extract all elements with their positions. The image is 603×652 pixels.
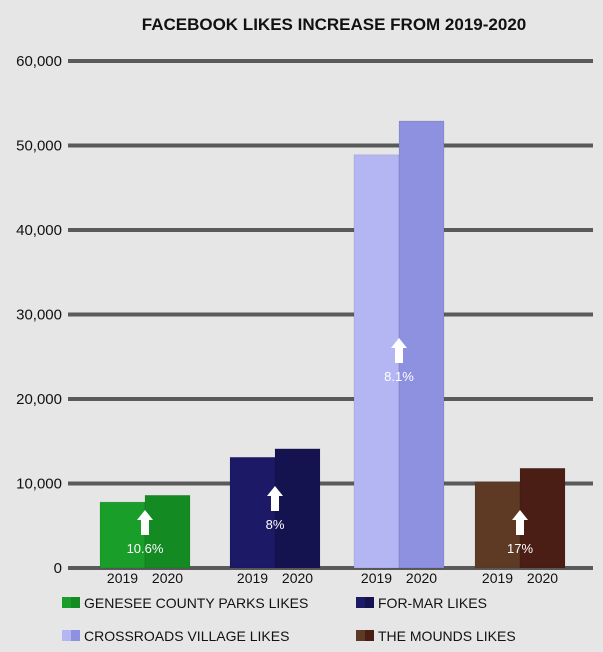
bar <box>229 457 276 569</box>
legend-swatch <box>356 630 374 641</box>
x-tick-label: 2020 <box>282 570 313 586</box>
y-tick-label: 40,000 <box>16 222 62 239</box>
x-tick-label: 2020 <box>527 570 558 586</box>
bar <box>398 120 445 569</box>
gridline <box>68 228 593 232</box>
y-tick-label: 20,000 <box>16 391 62 408</box>
legend-swatch-2019 <box>62 630 71 641</box>
legend-swatch <box>356 597 374 608</box>
arrow-up-icon <box>267 486 283 511</box>
legend-label: CROSSROADS VILLAGE LIKES <box>84 628 289 644</box>
bar <box>274 448 321 569</box>
increase-label: 8.1% <box>384 369 414 384</box>
chart-title: FACEBOOK LIKES INCREASE FROM 2019-2020 <box>142 15 526 34</box>
bar <box>474 481 521 569</box>
arrow-up-icon <box>137 510 153 535</box>
legend-swatch-2019 <box>356 597 365 608</box>
bar-layer <box>99 120 566 569</box>
legend-swatch <box>62 630 80 641</box>
gridline <box>68 481 593 486</box>
y-tick-label: 10,000 <box>16 476 62 493</box>
label-layer: 2019 2020 10.6% 2019 2020 8% 2019 2020 8.1% 2019 2… <box>107 338 558 586</box>
gridline <box>68 397 593 401</box>
legend-label: THE MOUNDS LIKES <box>378 628 516 644</box>
legend-swatch-2020 <box>71 630 80 641</box>
gridline <box>68 59 593 63</box>
bar <box>144 495 191 569</box>
legend-swatch-2020 <box>365 597 374 608</box>
gridline <box>68 143 593 148</box>
y-tick-label: 50,000 <box>16 138 62 155</box>
x-tick-label: 2019 <box>482 570 513 586</box>
legend-swatch-2020 <box>365 630 374 641</box>
legend-swatch <box>62 597 80 608</box>
bar <box>99 501 146 569</box>
x-tick-label: 2019 <box>107 570 138 586</box>
legend-swatch-2019 <box>356 630 365 641</box>
y-tick-label: 30,000 <box>16 307 62 324</box>
y-tick-label: 60,000 <box>16 53 62 70</box>
x-tick-label: 2019 <box>237 570 268 586</box>
increase-label: 10.6% <box>127 541 164 556</box>
increase-label: 8% <box>266 517 285 532</box>
x-tick-label: 2020 <box>406 570 437 586</box>
grid-layer: 0 10,000 20,000 30,000 40,000 50,000 60,000 <box>16 53 593 577</box>
legend-label: FOR-MAR LIKES <box>378 595 487 611</box>
y-tick-label: 0 <box>54 560 62 577</box>
legend-swatch-2019 <box>62 597 71 608</box>
arrow-up-icon <box>512 510 528 535</box>
bar <box>353 154 400 569</box>
x-tick-label: 2019 <box>361 570 392 586</box>
legend-label: GENESEE COUNTY PARKS LIKES <box>84 595 308 611</box>
bar <box>519 467 566 569</box>
legend-swatch-2020 <box>71 597 80 608</box>
gridline <box>68 312 593 317</box>
increase-label: 17% <box>507 541 533 556</box>
x-tick-label: 2020 <box>152 570 183 586</box>
arrow-up-icon <box>391 338 407 363</box>
legend: GENESEE COUNTY PARKS LIKES FOR-MAR LIKES C… <box>62 595 516 644</box>
gridline <box>68 566 593 570</box>
